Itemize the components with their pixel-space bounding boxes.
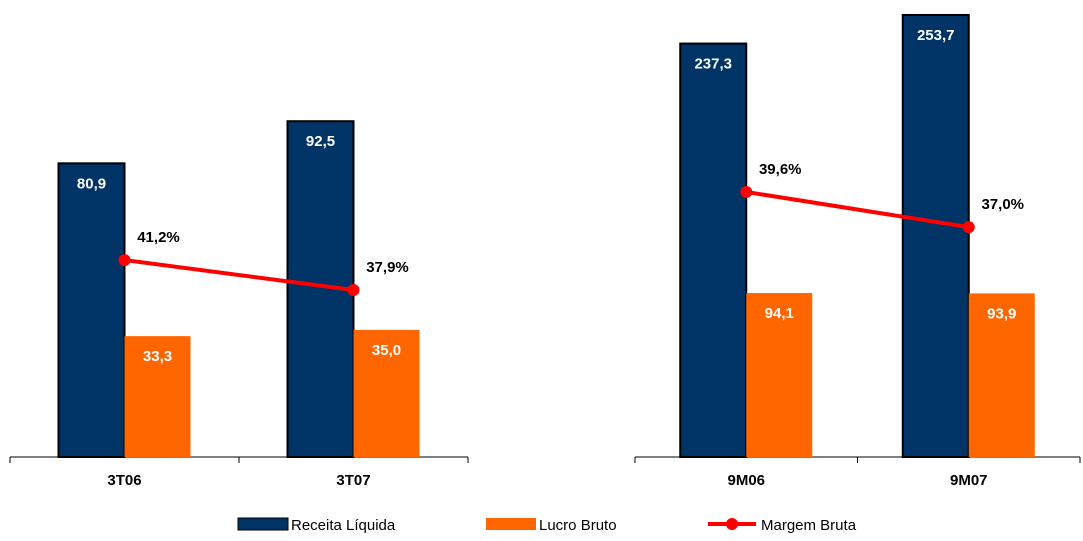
data-label: 80,9 — [77, 175, 106, 192]
bar — [679, 42, 748, 458]
x-tick-label: 9M06 — [727, 472, 765, 489]
legend-swatch — [237, 517, 289, 531]
x-tick-label: 9M07 — [950, 472, 988, 489]
legend-swatch — [726, 518, 738, 530]
bar — [746, 293, 813, 457]
line-point — [962, 221, 975, 234]
data-label: 39,6% — [759, 161, 802, 178]
bar — [968, 293, 1035, 457]
legend-label: Margem Bruta — [761, 517, 857, 534]
data-label: 237,3 — [694, 56, 732, 73]
bar — [124, 336, 191, 457]
data-label: 41,2% — [137, 229, 180, 246]
data-label: 37,0% — [981, 196, 1024, 213]
data-label: 35,0 — [372, 342, 401, 359]
bar — [353, 329, 420, 457]
line — [745, 189, 970, 230]
line — [124, 258, 354, 293]
data-label: 37,9% — [366, 259, 409, 276]
bar — [901, 13, 970, 459]
line-point — [740, 185, 753, 198]
legend-label: Lucro Bruto — [539, 517, 617, 534]
x-tick-label: 3T06 — [107, 472, 141, 489]
data-label: 93,9 — [987, 305, 1016, 322]
legend-swatch — [486, 518, 536, 530]
data-label: 33,3 — [143, 348, 172, 365]
x-tick-label: 3T07 — [336, 472, 370, 489]
bar — [57, 162, 126, 458]
data-label: 94,1 — [765, 305, 794, 322]
data-label: 253,7 — [917, 27, 955, 44]
line-point — [118, 254, 131, 267]
data-label: 92,5 — [306, 133, 335, 150]
legend-label: Receita Líquida — [291, 517, 396, 534]
line-point — [347, 284, 360, 297]
